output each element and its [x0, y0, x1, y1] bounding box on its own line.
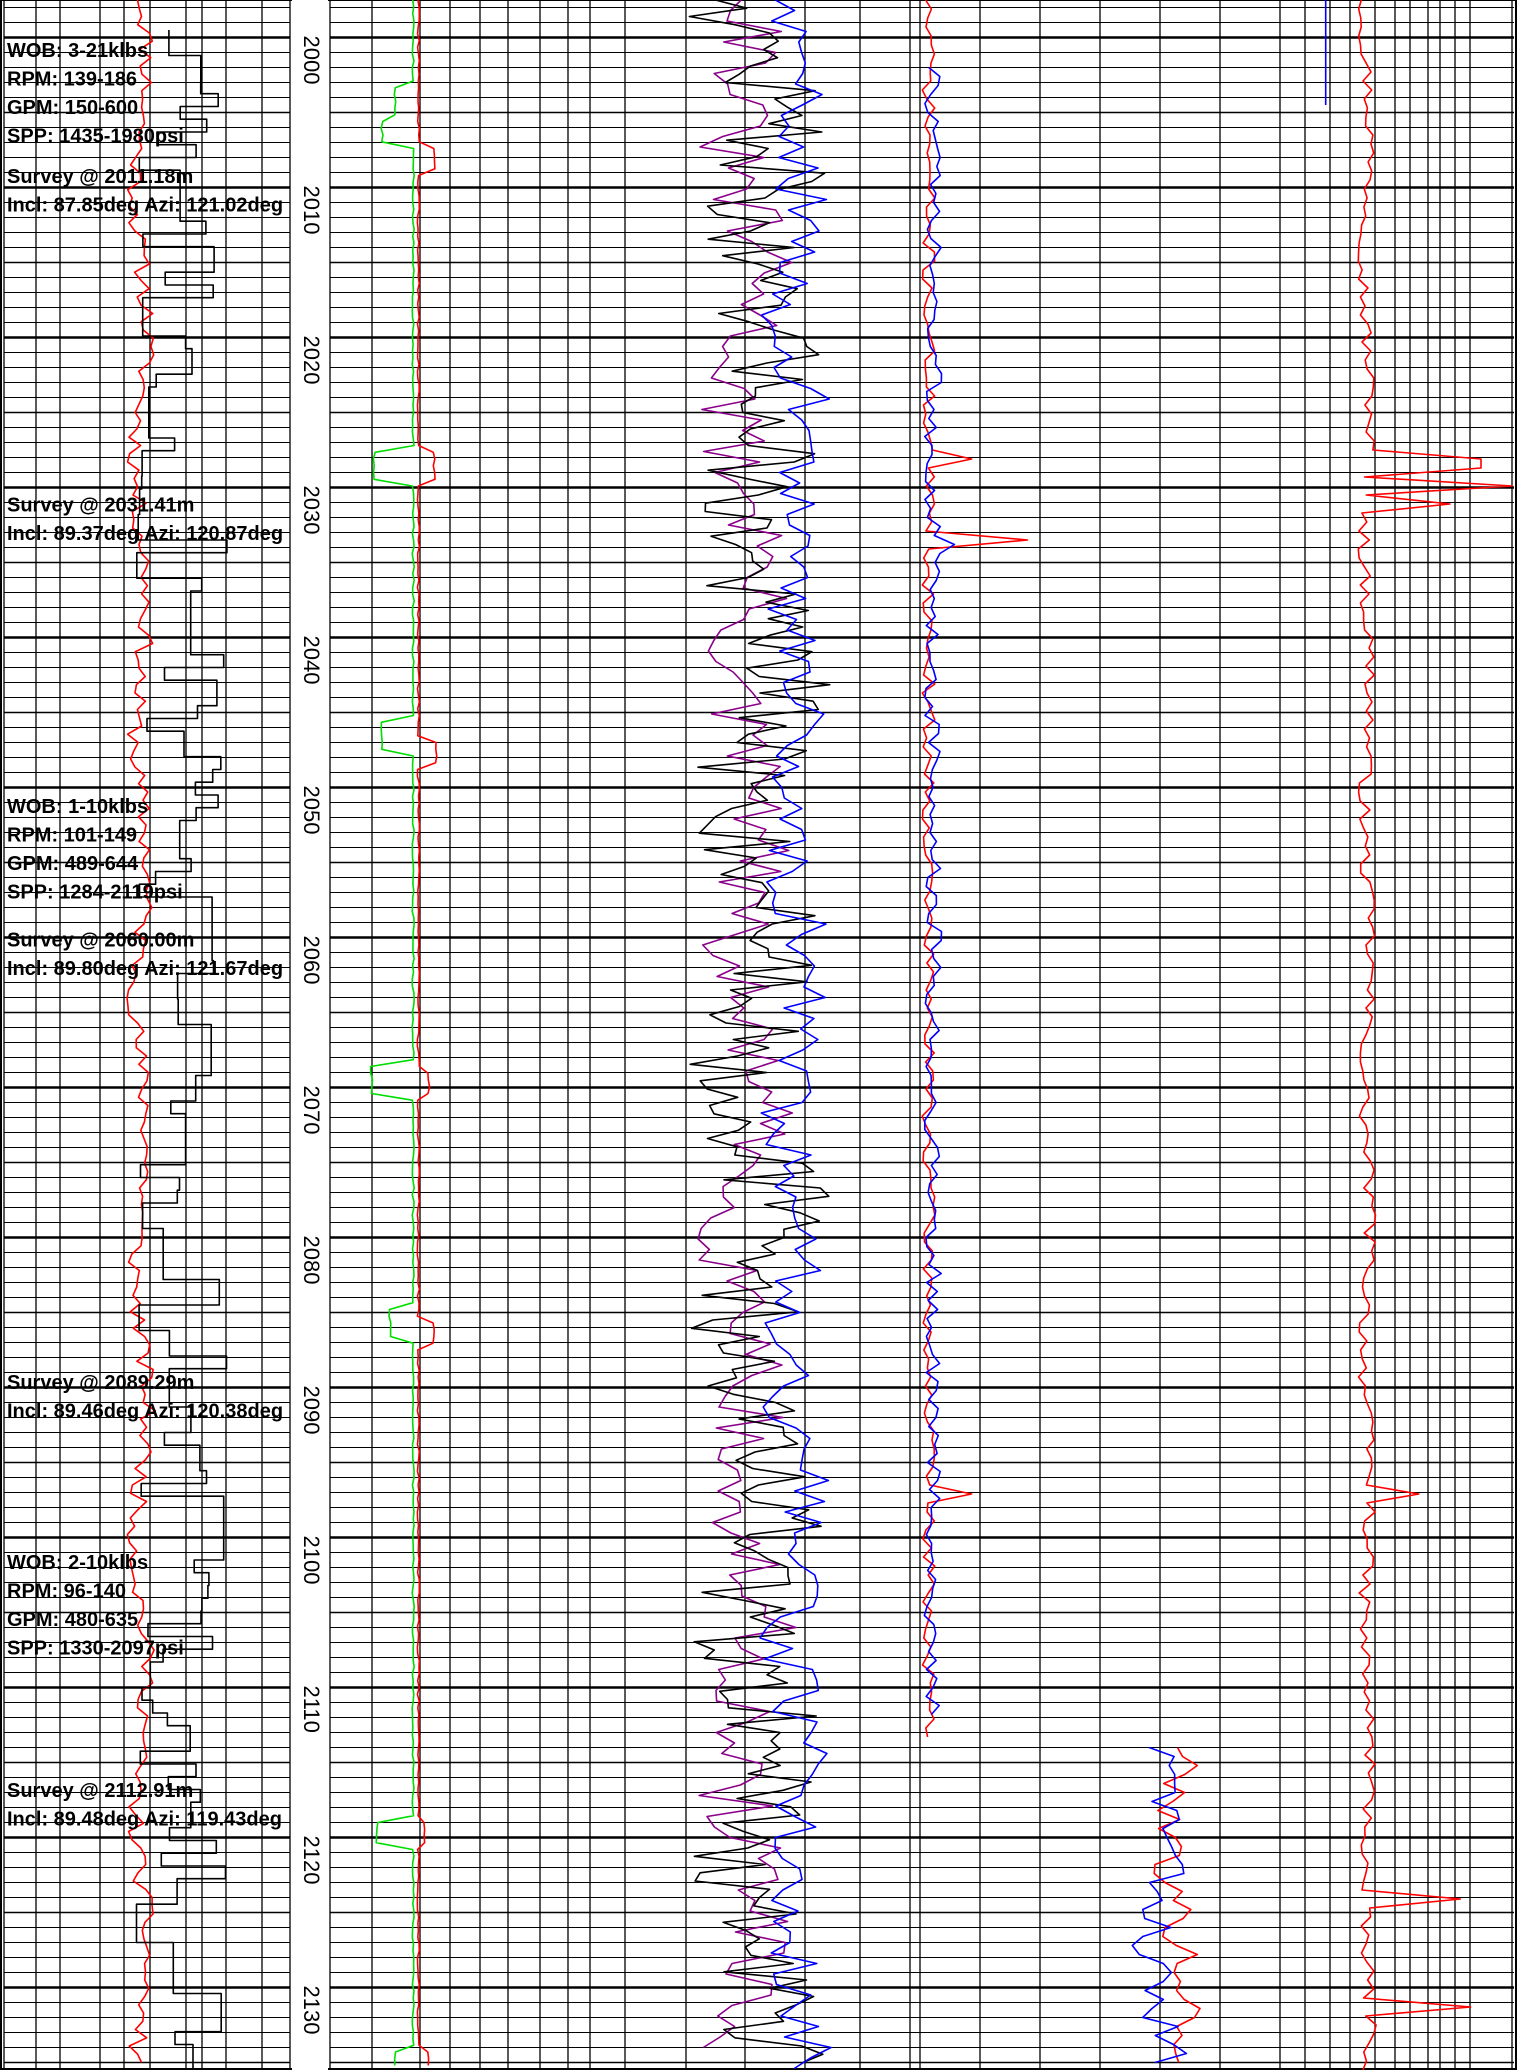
depth-label: 2030	[299, 486, 324, 535]
depth-track	[292, 0, 328, 2070]
track-4-series-1-line	[923, 66, 956, 1716]
annotation-text: Incl: 89.46deg Azi: 120.38deg	[7, 1401, 283, 1423]
depth-labels: 2000 2010 2020 2030 2040 2050 2060 2070 2080 2090…	[299, 36, 324, 2035]
depth-label: 2060	[299, 936, 324, 985]
annotation-text: Survey @ 2112.91m	[7, 1780, 193, 1802]
track-2-series-0-line	[369, 0, 415, 2066]
track-3-series-0-line	[697, 0, 797, 2049]
annotation-text: WOB: 2-10klbs	[7, 1552, 148, 1574]
depth-label: 2070	[299, 1086, 324, 1135]
annotation-text: SPP: 1284-2119psi	[7, 882, 183, 904]
annotation-text: Incl: 87.85deg Azi: 121.02deg	[7, 195, 283, 217]
curves-layer	[126, 0, 1513, 2070]
annotation-text: Survey @ 2089.29m	[7, 1372, 194, 1394]
depth-label: 2130	[299, 1986, 324, 2035]
annotation-text: GPM: 489-644	[7, 853, 139, 875]
depth-label: 2010	[299, 186, 324, 235]
annotation-text: SPP: 1435-1980psi	[7, 126, 184, 148]
annotation-text: Incl: 89.80deg Azi: 121.67deg	[7, 958, 283, 980]
annotation-layer: WOB: 3-21klbs RPM: 139-186 GPM: 150-600 SPP…	[7, 40, 283, 1831]
annotation-text: RPM: 139-186	[7, 69, 137, 91]
annotation-text: Incl: 89.48deg Azi: 119.43deg	[7, 1809, 282, 1831]
track-1-series-1-line	[135, 30, 228, 2070]
depth-label: 2090	[299, 1386, 324, 1435]
annotation-text: RPM: 96-140	[7, 1581, 126, 1603]
depth-label: 2040	[299, 636, 324, 685]
track-3-series-2-line	[759, 0, 832, 2070]
annotation-text: SPP: 1330-2097psi	[7, 1638, 184, 1660]
annotation-text: WOB: 1-10klbs	[7, 796, 148, 818]
annotation-text: RPM: 101-149	[7, 825, 137, 847]
track-2-series-1-line	[416, 0, 438, 2066]
track-3-series-1-line	[688, 0, 831, 2064]
annotation-text: GPM: 480-635	[7, 1609, 138, 1631]
depth-label: 2050	[299, 786, 324, 835]
annotation-text: Survey @ 2031.41m	[7, 495, 194, 517]
depth-label: 2020	[299, 336, 324, 385]
annotation-text: WOB: 3-21klbs	[7, 40, 148, 62]
depth-label: 2120	[299, 1836, 324, 1885]
annotation-text: GPM: 150-600	[7, 97, 138, 119]
track-5-series-0-line	[1357, 0, 1513, 2070]
annotation-text: Survey @ 2011.18m	[7, 166, 193, 188]
depth-label: 2110	[299, 1686, 324, 1733]
annotation-text: Incl: 89.37deg Azi: 120.87deg	[7, 523, 283, 545]
annotation-text: Survey @ 2060.00m	[7, 930, 194, 952]
depth-label: 2100	[299, 1536, 324, 1585]
track-4-series-2-line	[1153, 1747, 1201, 2063]
track-1-series-0-line	[126, 0, 157, 2063]
depth-label: 2080	[299, 1236, 324, 1285]
track-4-series-3-line	[1131, 1746, 1188, 2064]
track-4-series-0-line	[921, 0, 1029, 1738]
depth-label: 2000	[299, 36, 324, 85]
